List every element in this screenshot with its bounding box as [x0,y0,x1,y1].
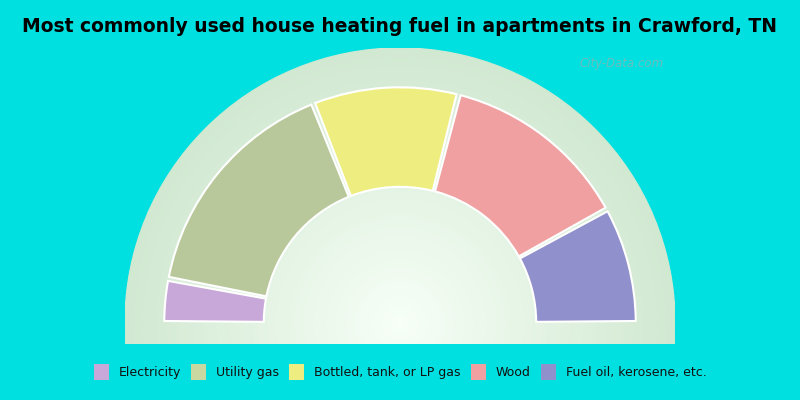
Circle shape [368,291,432,355]
Circle shape [230,154,570,400]
Circle shape [207,130,593,400]
Circle shape [373,296,427,350]
Circle shape [272,195,528,400]
Circle shape [358,282,442,364]
Circle shape [217,140,583,400]
Wedge shape [169,105,349,296]
Circle shape [148,71,652,400]
Circle shape [189,112,611,400]
Circle shape [326,250,474,396]
Circle shape [180,103,620,400]
Circle shape [322,245,478,400]
Circle shape [134,57,666,400]
Circle shape [249,172,551,400]
Legend: Electricity, Utility gas, Bottled, tank, or LP gas, Wood, Fuel oil, kerosene, et: Electricity, Utility gas, Bottled, tank,… [90,360,710,384]
Circle shape [267,190,533,400]
Text: Most commonly used house heating fuel in apartments in Crawford, TN: Most commonly used house heating fuel in… [22,17,778,36]
Circle shape [290,213,510,400]
Circle shape [203,126,597,400]
Circle shape [125,48,675,400]
Circle shape [226,149,574,400]
Circle shape [239,163,561,400]
Circle shape [157,80,643,400]
Circle shape [244,167,556,400]
Circle shape [162,85,638,400]
Circle shape [294,218,506,400]
Circle shape [138,62,662,400]
Circle shape [331,254,469,392]
Circle shape [313,236,487,400]
Circle shape [341,264,459,383]
Circle shape [170,94,630,400]
Circle shape [299,222,501,400]
Circle shape [281,204,519,400]
Circle shape [386,309,414,337]
Circle shape [130,52,670,400]
Wedge shape [315,87,457,196]
Circle shape [395,318,405,328]
Circle shape [363,286,437,360]
Wedge shape [435,95,606,256]
Wedge shape [520,211,636,322]
Text: City-Data.com: City-Data.com [580,57,664,70]
Circle shape [304,227,496,400]
Circle shape [336,259,464,387]
Circle shape [308,231,492,400]
Circle shape [286,208,514,400]
Circle shape [377,300,423,346]
Circle shape [391,314,409,332]
Circle shape [166,89,634,400]
Wedge shape [164,281,266,322]
Circle shape [345,268,455,378]
Circle shape [185,108,615,400]
Circle shape [318,240,482,400]
Circle shape [382,305,418,341]
Circle shape [153,76,647,400]
Circle shape [254,176,546,400]
Circle shape [212,135,588,400]
Circle shape [258,181,542,400]
Circle shape [354,277,446,369]
Circle shape [235,158,565,400]
Circle shape [276,199,524,400]
Circle shape [222,144,578,400]
Circle shape [143,66,657,400]
Circle shape [175,98,625,400]
Circle shape [262,186,538,400]
Circle shape [350,273,450,374]
Circle shape [198,121,602,400]
Circle shape [194,117,606,400]
